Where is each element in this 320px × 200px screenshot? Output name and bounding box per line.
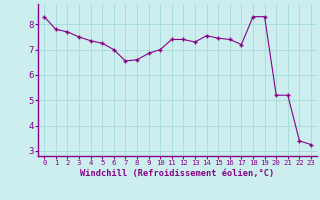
X-axis label: Windchill (Refroidissement éolien,°C): Windchill (Refroidissement éolien,°C) [80, 169, 275, 178]
